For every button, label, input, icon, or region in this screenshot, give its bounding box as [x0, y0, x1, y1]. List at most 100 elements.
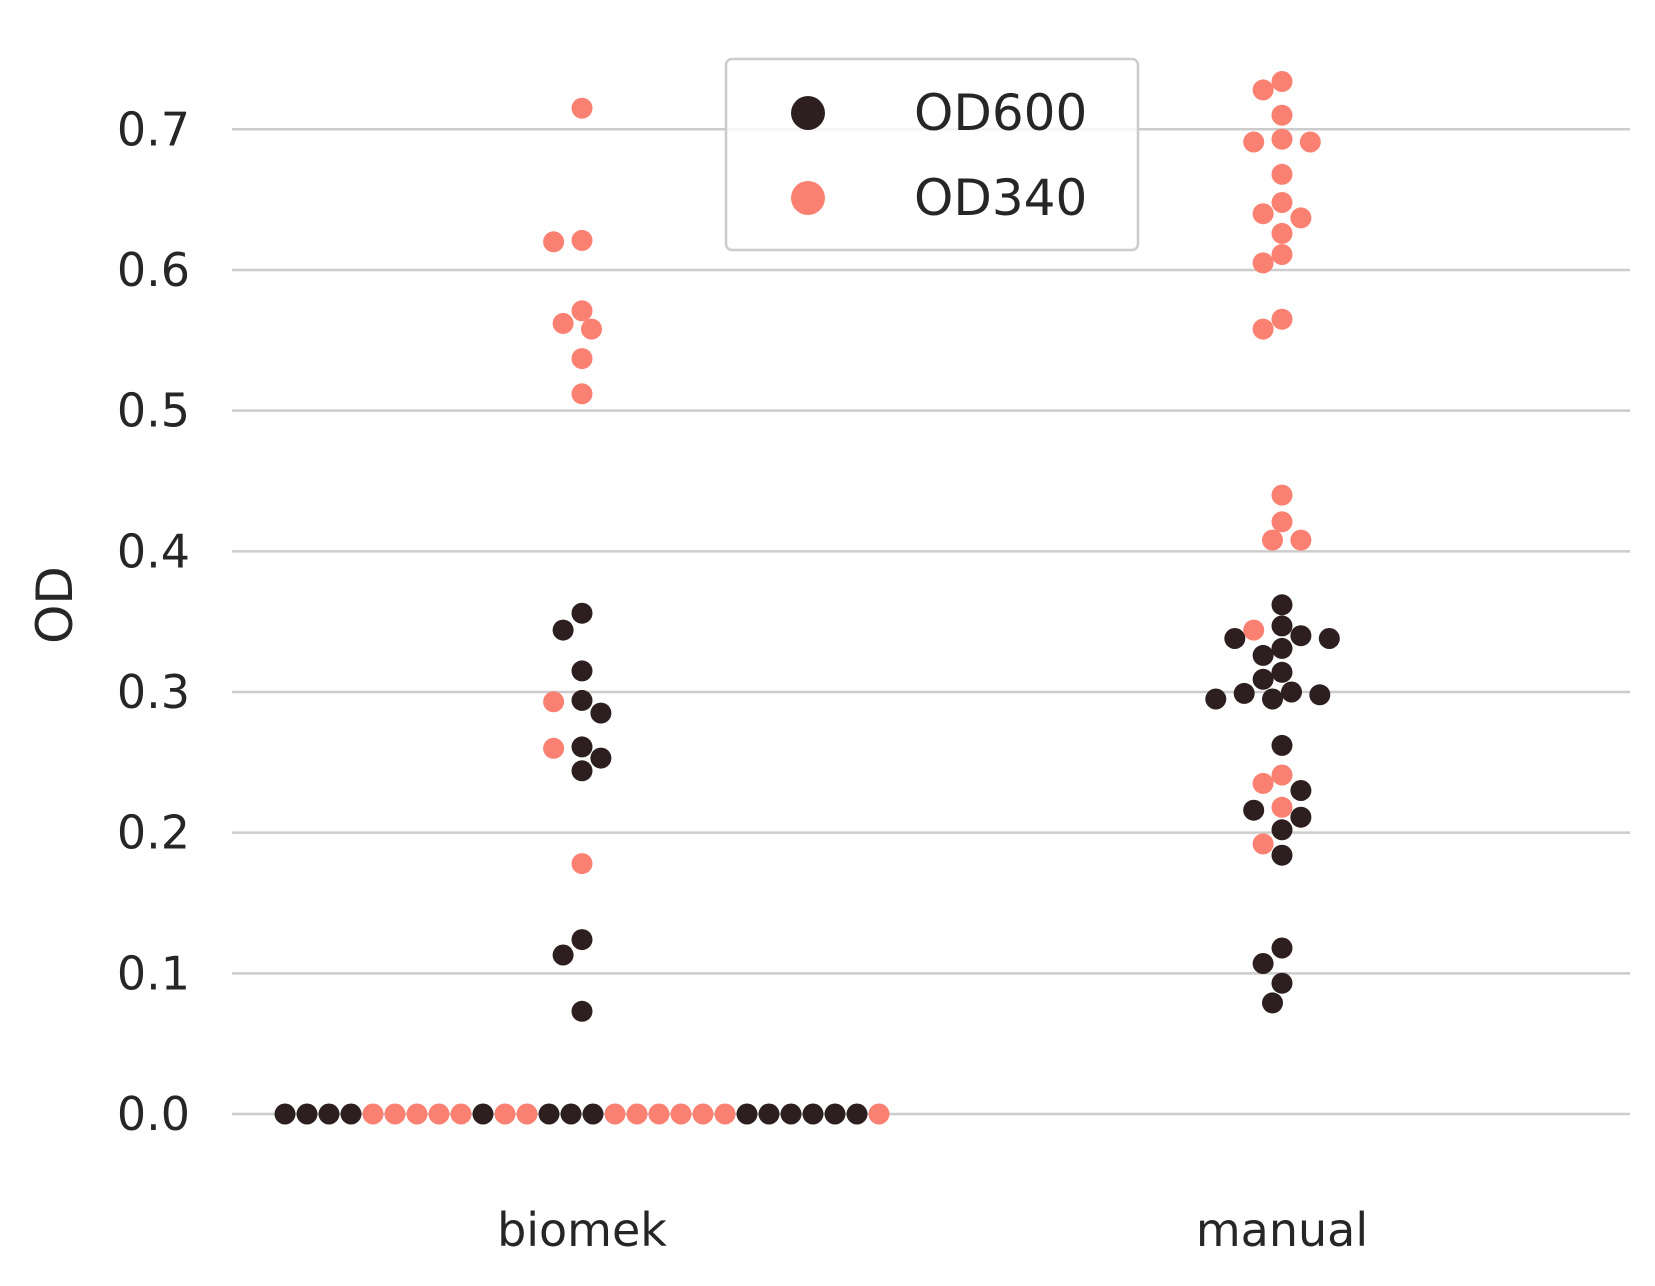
- point-biomek-od340: [571, 97, 593, 119]
- y-tick-label: 0.1: [117, 946, 190, 1000]
- point-manual-od600: [1271, 734, 1293, 756]
- point-manual-od600: [1252, 644, 1274, 666]
- point-manual-od340: [1252, 252, 1274, 274]
- legend-box: [724, 57, 1140, 252]
- point-biomek-od600: [846, 1103, 868, 1125]
- point-manual-od600: [1309, 684, 1331, 706]
- point-manual-od340: [1243, 131, 1265, 153]
- point-manual-od600: [1252, 668, 1274, 690]
- point-biomek-od340: [692, 1103, 714, 1125]
- point-manual-od340: [1252, 203, 1274, 225]
- point-manual-od600: [1271, 972, 1293, 994]
- x-tick-labels: biomek manual: [497, 1203, 1368, 1257]
- point-biomek-od600: [736, 1103, 758, 1125]
- point-biomek-od600: [571, 602, 593, 624]
- y-tick-label: 0.7: [117, 102, 190, 156]
- point-biomek-od340: [571, 229, 593, 251]
- y-tick-label: 0.0: [117, 1087, 190, 1141]
- point-biomek-od600: [590, 702, 612, 724]
- y-tick-label: 0.4: [117, 524, 190, 578]
- point-manual-od340: [1271, 511, 1293, 533]
- point-manual-od340: [1290, 529, 1312, 551]
- point-manual-od340: [1252, 833, 1274, 855]
- point-biomek-od600: [552, 619, 574, 641]
- point-biomek-od340: [714, 1103, 736, 1125]
- point-biomek-od340: [516, 1103, 538, 1125]
- point-manual-od600: [1281, 681, 1302, 703]
- point-manual-od340: [1271, 764, 1293, 786]
- point-biomek-od600: [590, 747, 612, 769]
- point-biomek-od600: [571, 689, 593, 711]
- point-manual-od340: [1271, 484, 1293, 506]
- point-manual-od600: [1271, 637, 1293, 659]
- point-biomek-od340: [428, 1103, 450, 1125]
- point-biomek-od340: [868, 1103, 890, 1125]
- point-manual-od600: [1205, 688, 1227, 710]
- point-manual-od340: [1290, 207, 1312, 229]
- point-manual-od600: [1290, 625, 1312, 647]
- point-biomek-od600: [318, 1103, 340, 1125]
- point-biomek-od600: [571, 736, 593, 758]
- y-tick-label: 0.5: [117, 384, 190, 438]
- data-points: [274, 71, 1340, 1125]
- y-axis-title: OD: [26, 566, 84, 644]
- legend-label-od600: OD600: [914, 84, 1087, 142]
- point-manual-od600: [1318, 628, 1340, 649]
- legend: OD600 OD340: [724, 57, 1140, 252]
- point-biomek-od600: [552, 944, 574, 966]
- legend-label-od340: OD340: [914, 169, 1087, 227]
- point-manual-od600: [1271, 661, 1293, 683]
- point-biomek-od340: [406, 1103, 428, 1125]
- point-manual-od340: [1271, 192, 1293, 213]
- point-manual-od600: [1271, 937, 1293, 959]
- point-biomek-od600: [571, 760, 593, 782]
- y-tick-label: 0.3: [117, 665, 190, 719]
- y-tick-label: 0.2: [117, 806, 190, 860]
- point-manual-od340: [1271, 222, 1293, 244]
- point-manual-od600: [1233, 682, 1255, 704]
- point-manual-od600: [1262, 688, 1283, 710]
- point-manual-od340: [1271, 244, 1293, 265]
- point-biomek-od340: [581, 318, 602, 340]
- point-manual-od340: [1243, 619, 1265, 641]
- point-biomek-od340: [571, 383, 593, 405]
- point-manual-od340: [1271, 796, 1293, 818]
- point-biomek-od600: [780, 1103, 802, 1125]
- point-biomek-od600: [274, 1103, 296, 1125]
- point-biomek-od340: [543, 231, 565, 253]
- point-manual-od340: [1299, 131, 1321, 153]
- point-biomek-od340: [670, 1103, 692, 1125]
- x-tick-label-biomek: biomek: [497, 1203, 667, 1257]
- point-manual-od340: [1252, 318, 1274, 340]
- point-biomek-od340: [384, 1103, 406, 1125]
- point-biomek-od340: [571, 348, 593, 370]
- point-biomek-od600: [802, 1103, 824, 1125]
- y-tick-labels: 0.0 0.1 0.2 0.3 0.4 0.5 0.6 0.7: [117, 102, 190, 1141]
- point-manual-od600: [1271, 615, 1293, 637]
- point-manual-od600: [1271, 594, 1293, 616]
- point-biomek-od340: [571, 853, 593, 875]
- point-manual-od340: [1252, 79, 1274, 101]
- legend-marker-od600: [791, 96, 825, 130]
- point-biomek-od340: [626, 1103, 648, 1125]
- y-gridlines: [232, 128, 1630, 1116]
- point-manual-od600: [1262, 992, 1283, 1014]
- point-biomek-od600: [582, 1103, 604, 1125]
- point-biomek-od340: [543, 691, 565, 713]
- point-manual-od340: [1271, 128, 1293, 150]
- point-biomek-od600: [824, 1103, 846, 1125]
- x-tick-label-manual: manual: [1196, 1203, 1368, 1257]
- point-biomek-od340: [571, 300, 593, 322]
- point-biomek-od600: [538, 1103, 560, 1125]
- point-biomek-od340: [494, 1103, 516, 1125]
- point-manual-od600: [1271, 819, 1293, 841]
- legend-marker-od340: [791, 181, 825, 215]
- point-manual-od340: [1262, 529, 1283, 551]
- point-biomek-od600: [340, 1103, 362, 1125]
- point-manual-od600: [1271, 844, 1293, 866]
- point-biomek-od340: [552, 312, 574, 334]
- point-biomek-od340: [604, 1103, 626, 1125]
- point-manual-od340: [1271, 71, 1293, 92]
- point-manual-od600: [1224, 628, 1246, 649]
